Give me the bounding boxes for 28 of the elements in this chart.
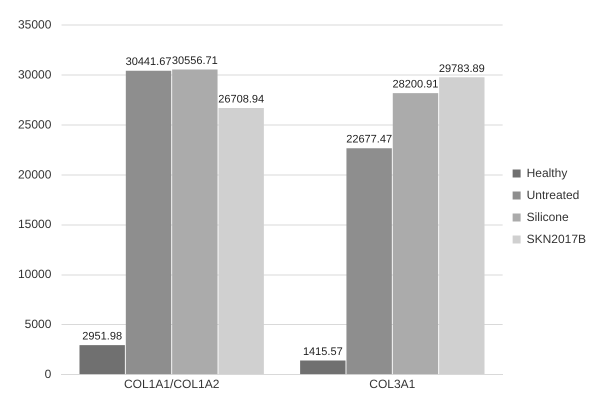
y-tick-label: 20000 xyxy=(18,167,52,182)
y-tick-label: 25000 xyxy=(18,117,52,132)
x-tick-label: COL1A1/COL1A2 xyxy=(124,377,220,392)
bar xyxy=(172,70,218,374)
data-label: 30556.71 xyxy=(172,55,218,68)
y-tick-label: 10000 xyxy=(18,267,52,282)
data-label: 28200.91 xyxy=(392,78,438,91)
bar xyxy=(300,360,346,374)
legend-label: Silicone xyxy=(526,210,569,224)
data-label: 2951.98 xyxy=(82,330,122,343)
bar xyxy=(346,148,392,374)
bar xyxy=(392,93,438,374)
bar xyxy=(79,345,125,374)
data-label: 1415.57 xyxy=(302,346,343,358)
y-tick-label: 15000 xyxy=(18,217,52,232)
y-tick-label: 5000 xyxy=(24,317,52,331)
legend-label: SKN2017B xyxy=(526,232,586,246)
data-label: 30441.67 xyxy=(126,56,172,68)
y-tick-label: 35000 xyxy=(18,18,52,32)
y-tick-label: 0 xyxy=(44,366,52,381)
data-label: 26708.94 xyxy=(218,94,264,106)
y-tick-label: 30000 xyxy=(18,67,52,82)
bar xyxy=(126,70,172,374)
legend-label: Untreated xyxy=(526,188,580,202)
x-tick-label: COL3A1 xyxy=(369,377,416,392)
legend-label: Healthy xyxy=(526,166,568,180)
data-label: 29783.89 xyxy=(438,62,485,75)
data-label: 22677.47 xyxy=(346,134,392,146)
